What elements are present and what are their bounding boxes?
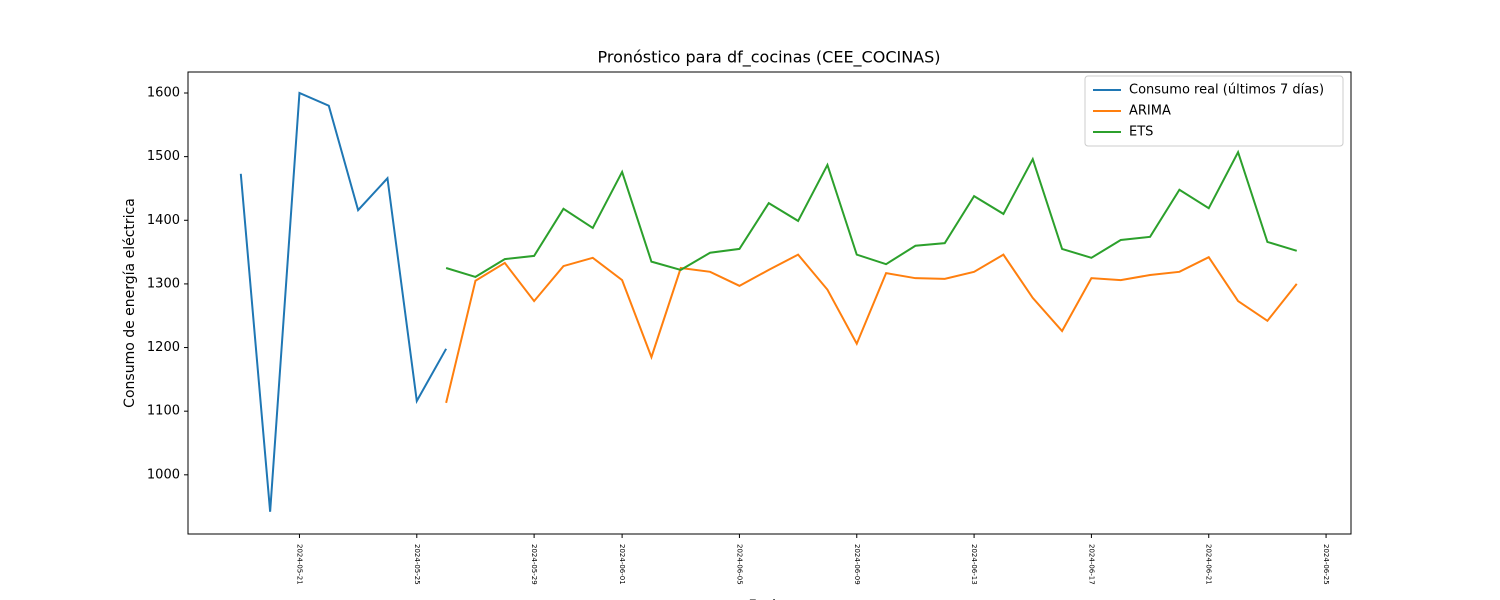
x-tick-label: 2024-06-09 [853,544,861,585]
y-tick-label: 1400 [147,213,180,228]
y-tick-label: 1000 [147,467,180,482]
chart-title: Pronóstico para df_cocinas (CEE_COCINAS) [597,48,940,68]
series-line [445,149,1298,278]
axes-frame [187,71,1352,535]
series-line [239,91,447,512]
y-tick-label: 1300 [147,276,180,291]
legend-label: ARIMA [1129,104,1171,119]
x-tick-label: 2024-06-13 [970,544,978,585]
y-tick-label: 1200 [147,340,180,355]
legend-label: Consumo real (últimos 7 días) [1129,83,1324,98]
legend-box [1084,75,1344,147]
legend-label: ETS [1129,125,1153,140]
x-tick-label: 2024-05-29 [530,544,538,585]
x-tick-label: 2024-06-05 [735,544,743,585]
x-tick-label: 2024-06-17 [1087,544,1095,585]
x-tick-label: 2024-05-21 [295,544,303,585]
y-axis-label: Consumo de energía eléctrica [122,198,138,408]
x-tick-label: 2024-05-25 [413,544,421,585]
y-tick-label: 1100 [147,404,180,419]
x-axis-label: Fecha [748,598,789,600]
x-tick-label: 2024-06-21 [1205,544,1213,585]
x-tick-label: 2024-06-01 [618,544,626,585]
x-tick-label: 2024-06-25 [1322,544,1330,585]
series-line [445,253,1298,404]
y-tick-label: 1600 [147,86,180,101]
y-tick-label: 1500 [147,149,180,164]
